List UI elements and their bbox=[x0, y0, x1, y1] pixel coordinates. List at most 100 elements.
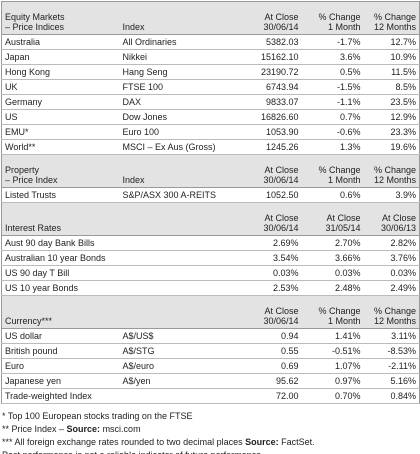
table-cell: 12.7% bbox=[363, 34, 420, 50]
table-cell: Germany bbox=[1, 94, 120, 110]
column-header: At Close 30/06/14 bbox=[249, 202, 302, 236]
table-cell: 2.49% bbox=[363, 280, 420, 296]
table-row: UK FTSE 100 6743.94 -1.5% 8.5% bbox=[1, 79, 420, 95]
column-header: Equity Markets – Price Indices bbox=[1, 1, 120, 35]
table-cell: S&P/ASX 300 A-REITS bbox=[119, 187, 250, 203]
table-cell: 3.54% bbox=[249, 250, 302, 266]
table-row: Australia All Ordinaries 5382.03 -1.7% 12.7% bbox=[1, 34, 420, 50]
table-cell: EMU* bbox=[1, 124, 120, 140]
table-cell: 0.94 bbox=[249, 328, 302, 344]
table-row: US 10 year Bonds 2.53% 2.48% 2.49% bbox=[1, 280, 420, 296]
table-row: US Dow Jones 16826.60 0.7% 12.9% bbox=[1, 109, 420, 125]
table-cell: FTSE 100 bbox=[119, 79, 250, 95]
table-cell: Japan bbox=[1, 49, 120, 65]
table-cell bbox=[119, 250, 250, 266]
table-cell: -1.1% bbox=[301, 94, 364, 110]
column-header: % Change 1 Month bbox=[301, 154, 364, 188]
table-cell: DAX bbox=[119, 94, 250, 110]
table-cell: 2.48% bbox=[301, 280, 364, 296]
table-cell: 3.66% bbox=[301, 250, 364, 266]
column-header: At Close 30/06/14 bbox=[249, 1, 302, 35]
section-header: Interest Rates At Close 30/06/14 At Close … bbox=[1, 202, 420, 236]
table-cell: A$/US$ bbox=[119, 328, 250, 344]
table-cell: 10.9% bbox=[363, 49, 420, 65]
table-cell: 1.3% bbox=[301, 139, 364, 155]
table-cell: MSCI – Ex Aus (Gross) bbox=[119, 139, 250, 155]
section-header: Equity Markets – Price Indices Index At Cl… bbox=[1, 1, 420, 35]
table-cell: 12.9% bbox=[363, 109, 420, 125]
table-cell: 0.7% bbox=[301, 109, 364, 125]
table-cell: World** bbox=[1, 139, 120, 155]
table-row: US 90 day T Bill 0.03% 0.03% 0.03% bbox=[1, 265, 420, 281]
table-cell: -1.5% bbox=[301, 79, 364, 95]
table-row: Germany DAX 9833.07 -1.1% 23.5% bbox=[1, 94, 420, 110]
footnote: ** Price Index – Source: msci.com bbox=[2, 423, 419, 436]
table-cell: -8.53% bbox=[363, 343, 420, 359]
column-header: At Close 31/05/14 bbox=[301, 202, 364, 236]
table-cell: Nikkei bbox=[119, 49, 250, 65]
footnote-text: FactSet. bbox=[278, 437, 315, 447]
table-cell: A$/euro bbox=[119, 358, 250, 374]
section-header: Property – Price Index Index At Close 30/0… bbox=[1, 154, 420, 188]
table-cell: Dow Jones bbox=[119, 109, 250, 125]
footnotes: * Top 100 European stocks trading on the… bbox=[2, 410, 419, 454]
table-cell: 5.16% bbox=[363, 373, 420, 389]
column-header: Property – Price Index bbox=[1, 154, 120, 188]
table-cell: 3.11% bbox=[363, 328, 420, 344]
table-cell: US 10 year Bonds bbox=[1, 280, 120, 296]
column-header: At Close 30/06/13 bbox=[363, 202, 420, 236]
table-cell: 8.5% bbox=[363, 79, 420, 95]
table-cell: 16826.60 bbox=[249, 109, 302, 125]
table-cell: Hang Seng bbox=[119, 64, 250, 80]
table-cell: US 90 day T Bill bbox=[1, 265, 120, 281]
table-row: Japan Nikkei 15162.10 3.6% 10.9% bbox=[1, 49, 420, 65]
table-cell: 2.82% bbox=[363, 235, 420, 251]
table-row: World** MSCI – Ex Aus (Gross) 1245.26 1.3% 1… bbox=[1, 139, 420, 155]
table-cell: 1.07% bbox=[301, 358, 364, 374]
table-cell: 0.03% bbox=[363, 265, 420, 281]
table-cell bbox=[119, 388, 250, 404]
table-cell: 0.03% bbox=[249, 265, 302, 281]
table-cell: 1053.90 bbox=[249, 124, 302, 140]
table-cell: 2.69% bbox=[249, 235, 302, 251]
table-cell: Euro 100 bbox=[119, 124, 250, 140]
column-header: Currency*** bbox=[1, 295, 120, 329]
table-cell: Australia bbox=[1, 34, 120, 50]
table-cell: British pound bbox=[1, 343, 120, 359]
table-row: Hong Kong Hang Seng 23190.72 0.5% 11.5% bbox=[1, 64, 420, 80]
table-cell: 3.9% bbox=[363, 187, 420, 203]
table-cell: 0.5% bbox=[301, 64, 364, 80]
table-row: Trade-weighted Index 72.00 0.70% 0.84% bbox=[1, 388, 420, 404]
column-header: At Close 30/06/14 bbox=[249, 154, 302, 188]
footnote-text: msci.com bbox=[100, 424, 141, 434]
footnote: *** All foreign exchange rates rounded t… bbox=[2, 436, 419, 449]
table-cell: US dollar bbox=[1, 328, 120, 344]
table-cell: 3.76% bbox=[363, 250, 420, 266]
table-cell: A$/STG bbox=[119, 343, 250, 359]
table-cell: 9833.07 bbox=[249, 94, 302, 110]
table-cell: 3.6% bbox=[301, 49, 364, 65]
footnote: Past performance is not a reliable indic… bbox=[2, 449, 419, 454]
table-cell: 5382.03 bbox=[249, 34, 302, 50]
column-header: % Change 1 Month bbox=[301, 1, 364, 35]
table-cell: 0.97% bbox=[301, 373, 364, 389]
table-cell: Aust 90 day Bank Bills bbox=[1, 235, 120, 251]
table-cell: UK bbox=[1, 79, 120, 95]
column-header: % Change 1 Month bbox=[301, 295, 364, 329]
table-cell: 0.6% bbox=[301, 187, 364, 203]
table-cell: 6743.94 bbox=[249, 79, 302, 95]
table-cell: 15162.10 bbox=[249, 49, 302, 65]
table-cell: 0.55 bbox=[249, 343, 302, 359]
table-row: Listed Trusts S&P/ASX 300 A-REITS 1052.50 0… bbox=[1, 187, 420, 203]
footnote-text: Past performance is not a reliable indic… bbox=[2, 450, 264, 454]
section-header: Currency*** At Close 30/06/14% Change 1 M… bbox=[1, 295, 420, 329]
table-cell: US bbox=[1, 109, 120, 125]
table-cell: Australian 10 year Bonds bbox=[1, 250, 120, 266]
table-row: Aust 90 day Bank Bills 2.69% 2.70% 2.82% bbox=[1, 235, 420, 251]
column-header: Index bbox=[119, 1, 250, 35]
column-header: Index bbox=[119, 154, 250, 188]
table-cell bbox=[119, 280, 250, 296]
table-cell: Japanese yen bbox=[1, 373, 120, 389]
footnote: * Top 100 European stocks trading on the… bbox=[2, 410, 419, 423]
